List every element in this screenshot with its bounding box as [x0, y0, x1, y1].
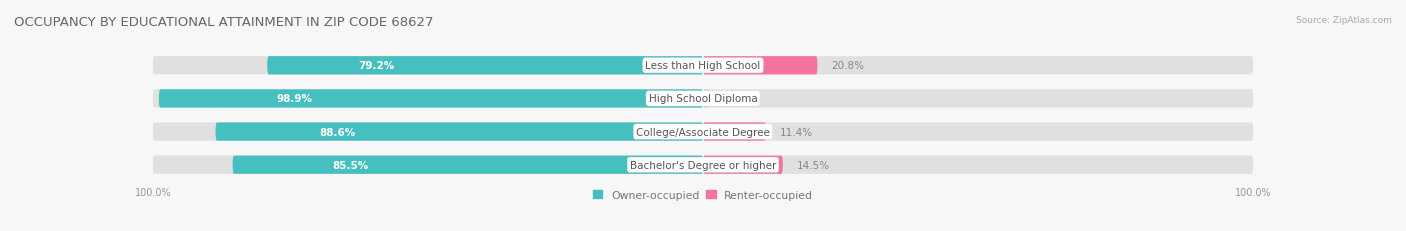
- Text: 20.8%: 20.8%: [831, 61, 865, 71]
- Legend: Owner-occupied, Renter-occupied: Owner-occupied, Renter-occupied: [593, 190, 813, 200]
- Text: 11.4%: 11.4%: [779, 127, 813, 137]
- FancyBboxPatch shape: [215, 123, 703, 141]
- FancyBboxPatch shape: [153, 156, 703, 174]
- FancyBboxPatch shape: [703, 123, 766, 141]
- Text: 14.5%: 14.5%: [797, 160, 830, 170]
- Text: 88.6%: 88.6%: [319, 127, 356, 137]
- Text: Less than High School: Less than High School: [645, 61, 761, 71]
- Text: 1.1%: 1.1%: [723, 94, 749, 104]
- Text: College/Associate Degree: College/Associate Degree: [636, 127, 770, 137]
- Text: OCCUPANCY BY EDUCATIONAL ATTAINMENT IN ZIP CODE 68627: OCCUPANCY BY EDUCATIONAL ATTAINMENT IN Z…: [14, 16, 433, 29]
- FancyBboxPatch shape: [703, 57, 817, 75]
- FancyBboxPatch shape: [153, 123, 703, 141]
- FancyBboxPatch shape: [703, 156, 783, 174]
- FancyBboxPatch shape: [703, 123, 1253, 141]
- Text: 98.9%: 98.9%: [277, 94, 314, 104]
- FancyBboxPatch shape: [703, 57, 1253, 75]
- FancyBboxPatch shape: [232, 156, 703, 174]
- Text: 79.2%: 79.2%: [359, 61, 394, 71]
- FancyBboxPatch shape: [159, 90, 703, 108]
- Text: Source: ZipAtlas.com: Source: ZipAtlas.com: [1296, 16, 1392, 25]
- FancyBboxPatch shape: [703, 156, 1253, 174]
- Text: High School Diploma: High School Diploma: [648, 94, 758, 104]
- FancyBboxPatch shape: [703, 90, 1253, 108]
- FancyBboxPatch shape: [703, 90, 709, 108]
- FancyBboxPatch shape: [267, 57, 703, 75]
- FancyBboxPatch shape: [153, 90, 703, 108]
- Text: Bachelor's Degree or higher: Bachelor's Degree or higher: [630, 160, 776, 170]
- Text: 85.5%: 85.5%: [332, 160, 368, 170]
- FancyBboxPatch shape: [153, 57, 703, 75]
